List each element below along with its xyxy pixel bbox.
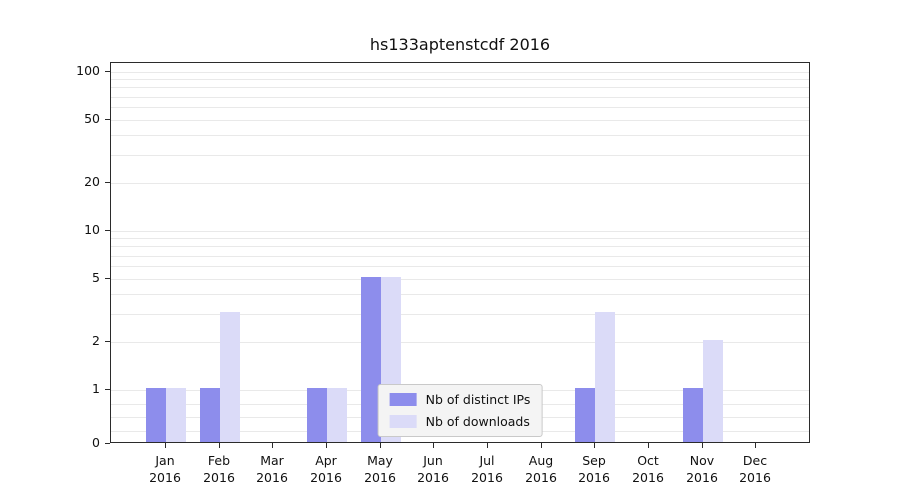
x-tick-label-apr: Apr 2016 <box>310 453 342 485</box>
legend-swatch-distinct-ips <box>389 393 417 406</box>
chart-title: hs133aptenstcdf 2016 <box>369 35 551 54</box>
x-tick-label-sep: Sep 2016 <box>578 453 610 485</box>
gridline <box>111 135 809 136</box>
x-tick-mark <box>541 443 542 448</box>
gridline <box>111 342 809 343</box>
x-tick-mark <box>165 443 166 448</box>
y-tick-mark <box>105 341 110 342</box>
y-tick-mark <box>105 182 110 183</box>
x-tick-label-dec: Dec 2016 <box>739 453 771 485</box>
x-tick-label-mar: Mar 2016 <box>256 453 288 485</box>
y-tick-label-10: 10 <box>84 222 100 237</box>
x-tick-mark <box>380 443 381 448</box>
y-tick-mark <box>105 119 110 120</box>
y-tick-label-100: 100 <box>76 63 100 78</box>
gridline <box>111 87 809 88</box>
gridline <box>111 120 809 121</box>
gridline <box>111 231 809 232</box>
gridline <box>111 107 809 108</box>
legend-item-distinct-ips: Nb of distinct IPs <box>389 392 531 407</box>
gridline <box>111 155 809 156</box>
bar-apr-distinct-ips <box>307 388 327 442</box>
x-tick-mark <box>594 443 595 448</box>
x-tick-mark <box>702 443 703 448</box>
x-tick-mark <box>326 443 327 448</box>
y-tick-mark <box>105 278 110 279</box>
bar-jan-downloads <box>166 388 186 442</box>
bar-sep-distinct-ips <box>575 388 595 442</box>
bar-apr-downloads <box>327 388 347 442</box>
x-tick-mark <box>487 443 488 448</box>
gridline <box>111 294 809 295</box>
x-tick-label-jul: Jul 2016 <box>471 453 503 485</box>
bar-feb-distinct-ips <box>200 388 220 442</box>
x-tick-label-nov: Nov 2016 <box>686 453 718 485</box>
legend-label-distinct-ips: Nb of distinct IPs <box>425 392 531 407</box>
y-tick-label-0: 0 <box>92 435 100 450</box>
x-tick-label-oct: Oct 2016 <box>632 453 664 485</box>
y-tick-mark <box>105 443 110 444</box>
bar-may-distinct-ips <box>361 277 381 442</box>
x-tick-label-may: May 2016 <box>364 453 396 485</box>
bar-feb-downloads <box>220 312 240 442</box>
gridline <box>111 183 809 184</box>
y-tick-mark <box>105 230 110 231</box>
gridline <box>111 97 809 98</box>
x-tick-mark <box>433 443 434 448</box>
gridline <box>111 238 809 239</box>
gridline <box>111 256 809 257</box>
y-tick-label-5: 5 <box>92 270 100 285</box>
x-tick-mark <box>272 443 273 448</box>
x-tick-label-jun: Jun 2016 <box>417 453 449 485</box>
y-tick-label-50: 50 <box>84 111 100 126</box>
legend-label-downloads: Nb of downloads <box>425 414 530 429</box>
y-tick-mark <box>105 71 110 72</box>
gridline <box>111 246 809 247</box>
y-tick-mark <box>105 389 110 390</box>
gridline <box>111 279 809 280</box>
bar-sep-downloads <box>595 312 615 442</box>
gridline <box>111 314 809 315</box>
plot-area: Nb of distinct IPs Nb of downloads <box>110 62 810 443</box>
y-tick-label-2: 2 <box>92 333 100 348</box>
x-tick-mark <box>219 443 220 448</box>
gridline <box>111 266 809 267</box>
bar-jan-distinct-ips <box>146 388 166 442</box>
bar-nov-distinct-ips <box>683 388 703 442</box>
legend: Nb of distinct IPs Nb of downloads <box>377 384 543 437</box>
x-tick-label-aug: Aug 2016 <box>525 453 557 485</box>
x-tick-label-jan: Jan 2016 <box>149 453 181 485</box>
bar-nov-downloads <box>703 340 723 442</box>
gridline <box>111 72 809 73</box>
x-tick-mark <box>755 443 756 448</box>
x-tick-label-feb: Feb 2016 <box>203 453 235 485</box>
y-tick-label-1: 1 <box>92 381 100 396</box>
gridline <box>111 79 809 80</box>
y-tick-label-20: 20 <box>84 174 100 189</box>
legend-item-downloads: Nb of downloads <box>389 414 531 429</box>
x-tick-mark <box>648 443 649 448</box>
legend-swatch-downloads <box>389 415 417 428</box>
